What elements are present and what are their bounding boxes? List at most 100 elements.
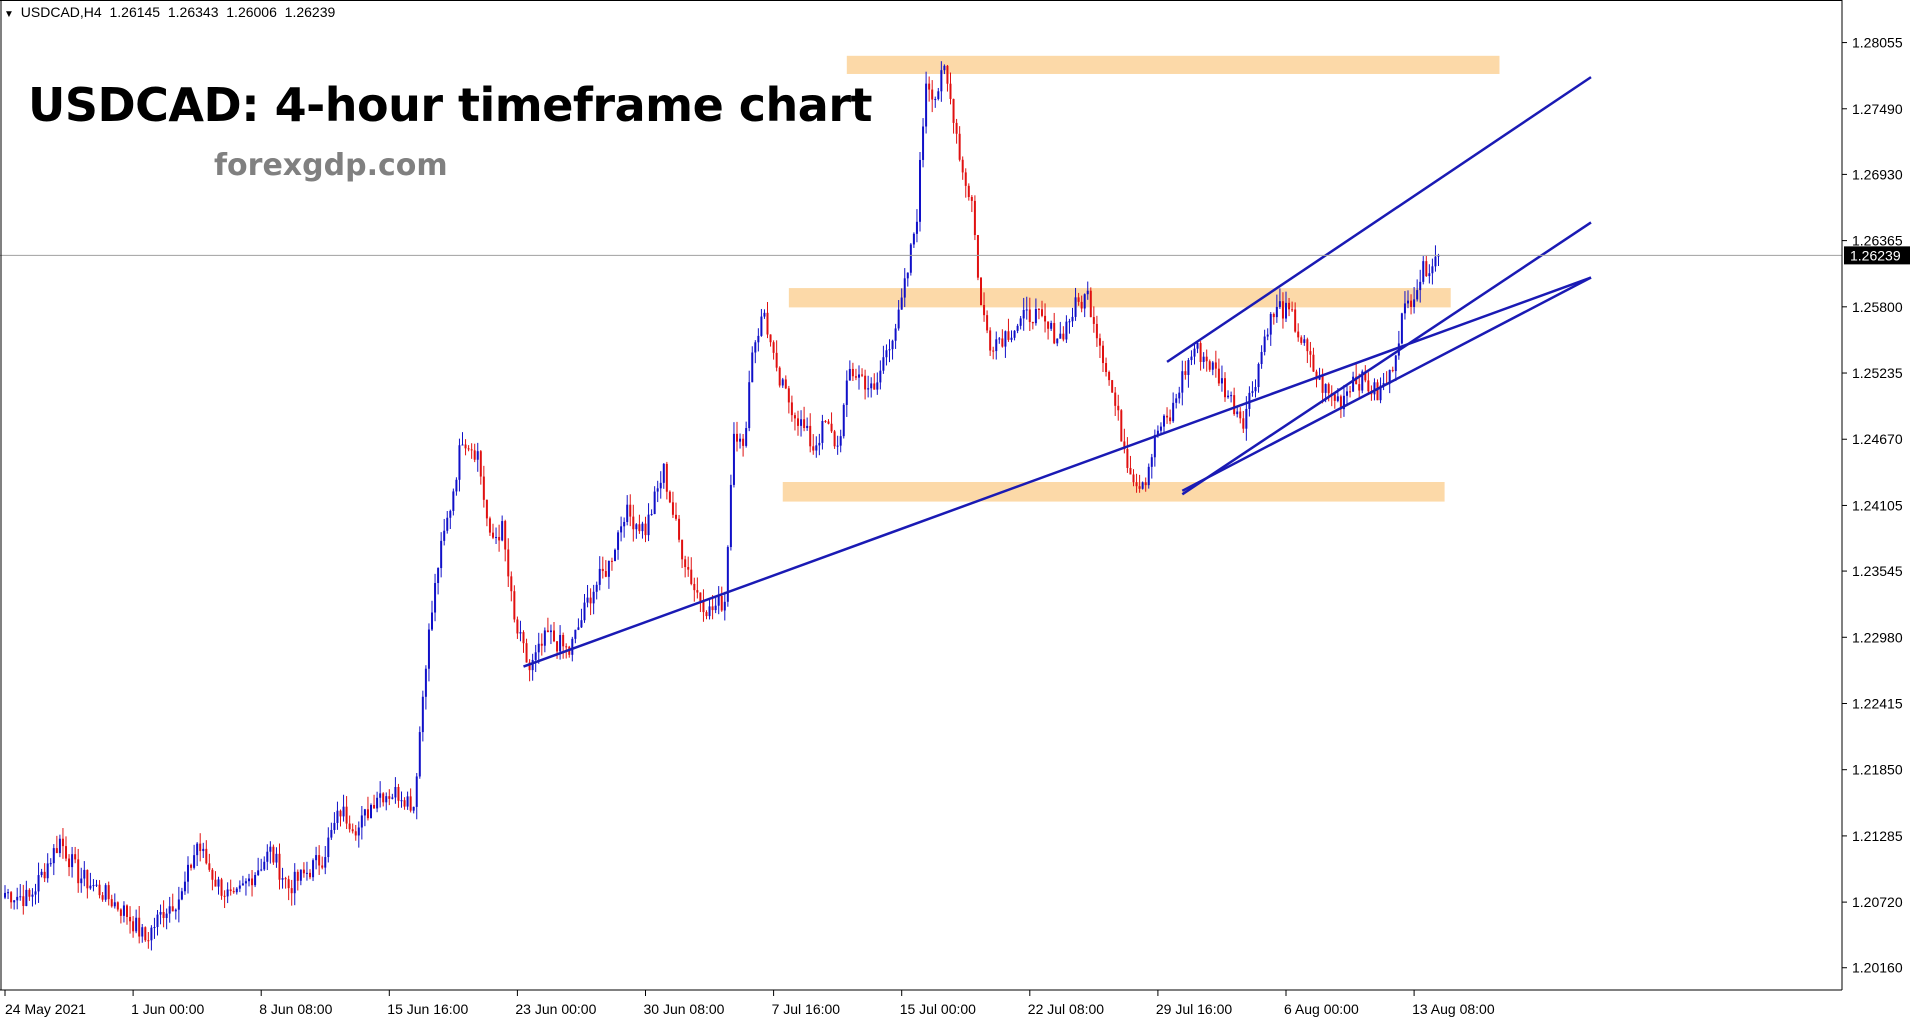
candle-body [955, 122, 958, 134]
candle [1117, 394, 1120, 421]
candle [257, 857, 260, 877]
candle [1166, 407, 1169, 424]
candle-body [757, 335, 760, 343]
ohlc-high: 1.26343 [167, 4, 219, 20]
candle [1254, 379, 1257, 398]
candle [171, 893, 174, 912]
candle [1339, 394, 1342, 419]
candle [324, 846, 327, 875]
candle-body [1321, 375, 1324, 393]
candle [751, 346, 754, 383]
candle [244, 878, 247, 896]
candle-body [522, 632, 525, 644]
candle [220, 877, 223, 900]
candle-body [150, 927, 153, 941]
candle-body [28, 889, 31, 897]
candle-body [16, 896, 19, 901]
candle-body [748, 382, 751, 429]
candle-body [415, 776, 418, 807]
candles-layer [4, 61, 1440, 951]
candle-body [153, 927, 156, 929]
candle [1159, 422, 1162, 434]
candle [415, 772, 418, 820]
candle [52, 844, 55, 876]
candle-body [281, 878, 284, 880]
candle-body [986, 315, 989, 331]
candle-body [775, 352, 778, 368]
candle [656, 480, 659, 503]
candle-body [333, 822, 336, 830]
candle-body [235, 888, 238, 893]
candle [931, 80, 934, 113]
candle [675, 502, 677, 521]
candle-body [1144, 482, 1147, 486]
candle [626, 495, 629, 526]
candle-body [241, 883, 244, 886]
candle-body [812, 446, 815, 451]
candle [510, 571, 513, 602]
candle-body [943, 65, 946, 71]
candle [437, 567, 440, 595]
candle-body [49, 863, 52, 865]
candle [793, 412, 796, 431]
candle [107, 881, 110, 906]
candle-body [919, 159, 921, 222]
candle-body [1190, 356, 1193, 361]
candle-body [1257, 364, 1260, 388]
candle [86, 869, 89, 899]
candle [1083, 293, 1086, 318]
candle [1129, 455, 1132, 475]
candle [309, 869, 311, 880]
candle-body [492, 532, 494, 538]
candle [754, 340, 757, 364]
candle [1202, 352, 1205, 369]
candle [1095, 315, 1098, 347]
candle-body [211, 869, 214, 880]
candle [845, 370, 848, 417]
candle-body [824, 420, 827, 422]
candle [1092, 306, 1095, 333]
candle [1196, 341, 1199, 354]
candle [68, 854, 71, 877]
candle-body [394, 787, 397, 798]
candle [403, 797, 406, 810]
candle-body [1431, 266, 1434, 274]
candle [1105, 357, 1108, 377]
candle [1001, 329, 1004, 348]
current-price-label: 1.26239 [1850, 247, 1901, 263]
candle [205, 840, 208, 865]
candle [1074, 287, 1077, 321]
candle-body [583, 602, 586, 621]
candle [382, 792, 385, 807]
candle [540, 633, 543, 656]
candle-body [116, 902, 119, 910]
candle-body [1236, 411, 1239, 415]
dropdown-triangle-icon[interactable]: ▼ [4, 9, 14, 20]
candle-body [68, 858, 71, 868]
candle [1193, 343, 1196, 365]
candle [1044, 303, 1047, 333]
candle-body [1425, 261, 1428, 277]
candle [1428, 264, 1431, 284]
candle-body [528, 662, 531, 671]
trendlines-layer [523, 76, 1592, 668]
candle-body [915, 221, 918, 234]
candle-body [1129, 467, 1132, 475]
candle [504, 519, 507, 562]
candle-body [199, 843, 202, 852]
candle [1419, 269, 1422, 303]
candle [1010, 330, 1013, 343]
zones-layer [782, 55, 1500, 502]
candle-body [1227, 395, 1230, 398]
candle-body [671, 502, 674, 515]
candle-body [717, 596, 720, 606]
candle-body [174, 909, 177, 912]
candle-body [46, 863, 49, 879]
candle [1285, 291, 1287, 323]
candle [446, 511, 449, 534]
candle-body [1306, 339, 1309, 352]
candle-body [641, 523, 644, 532]
candle [40, 868, 43, 878]
candle-body [1074, 297, 1077, 317]
x-tick-label: 15 Jun 16:00 [387, 1001, 468, 1017]
